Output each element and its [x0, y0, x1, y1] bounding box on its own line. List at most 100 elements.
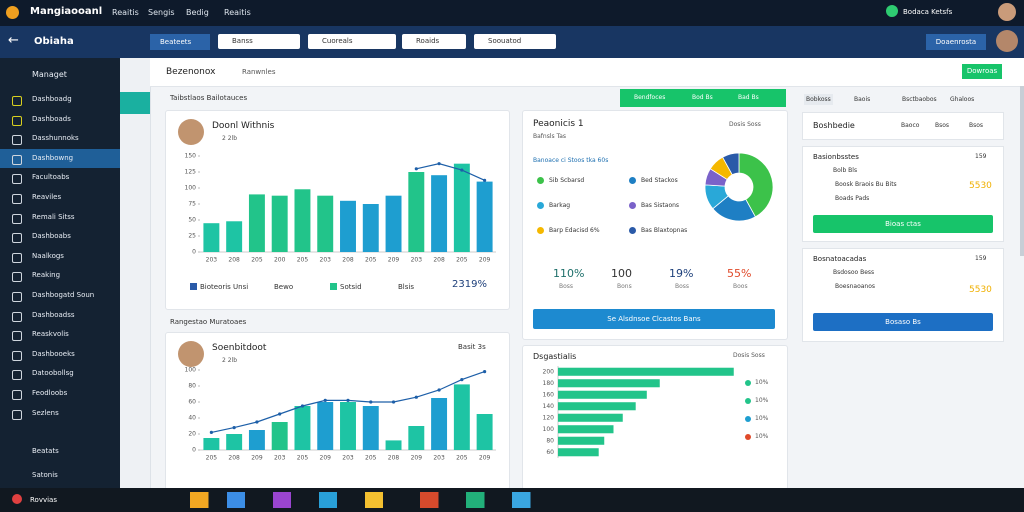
legend-label: Sib Scbarsd: [549, 177, 585, 184]
legend-dot: [537, 202, 544, 209]
sidebar-item[interactable]: Feodloobs: [32, 389, 68, 397]
tab[interactable]: Baois: [854, 96, 871, 103]
count: 159: [975, 153, 987, 160]
header-tab[interactable]: Bsos: [969, 122, 984, 129]
avatar[interactable]: [998, 3, 1016, 21]
row: Bolb Bls: [833, 167, 858, 174]
card-button[interactable]: Bosaso Bs: [813, 313, 993, 331]
dropdown[interactable]: Roaids: [402, 34, 466, 49]
card: Doonl Withnis 2 2lb Bioteoris Unsi Bewo …: [165, 110, 510, 310]
sidebar-item[interactable]: Facultoabs: [32, 173, 70, 182]
stat-label: Boss: [675, 283, 690, 290]
sidebar-item[interactable]: Reaskvolis: [32, 330, 69, 339]
tab[interactable]: Bobkoss: [804, 94, 833, 105]
sub-button[interactable]: Beateets: [150, 34, 210, 50]
sidebar-item[interactable]: Remali Sitss: [32, 212, 75, 221]
y-tick-label: 0: [192, 249, 196, 256]
sidebar-item[interactable]: Sezlens: [32, 408, 59, 417]
stat-label: Boss: [559, 283, 574, 290]
dropdown[interactable]: Soouatod: [474, 34, 556, 49]
card-button[interactable]: Se Alsdnsoe Clcastos Bans: [533, 309, 775, 329]
x-tick-label: 205: [456, 455, 468, 462]
bar: [317, 402, 334, 450]
tab[interactable]: Ghaloos: [950, 96, 975, 103]
card-menu[interactable]: Dosis Soss: [729, 121, 761, 128]
sidebar-item[interactable]: Dashboadss: [32, 310, 75, 319]
legend-label: 10%: [755, 379, 769, 386]
back-arrow[interactable]: ←: [8, 33, 19, 48]
card-menu[interactable]: Dosis Soss: [733, 352, 765, 359]
toolbar-button[interactable]: Dowroas: [962, 64, 1002, 79]
menu-item[interactable]: Sengis: [148, 8, 175, 17]
dropdown[interactable]: Banss: [218, 34, 300, 49]
scrollbar[interactable]: [1020, 86, 1024, 256]
chart: 0 25 50 75 100 125 150 203 208 205 200 205 203 208 205…: [185, 153, 496, 264]
sidebar-item[interactable]: Dashbogatd Soun: [32, 291, 95, 299]
sidebar-icon: [12, 96, 22, 106]
sidebar-item[interactable]: Dashbowng: [0, 148, 120, 168]
bar: [362, 406, 379, 450]
row: Bsdosoo Bess: [833, 269, 875, 276]
x-tick-label: 208: [228, 455, 240, 462]
y-tick-label: 0: [192, 447, 196, 454]
bar: [271, 195, 288, 252]
slice: [738, 152, 774, 218]
x-tick-label: 203: [433, 455, 445, 462]
bar: [431, 398, 448, 450]
sidebar-item[interactable]: Dashbooeks: [32, 349, 75, 358]
x-tick-label: 205: [297, 257, 309, 264]
line: [416, 163, 485, 181]
legend-dot: [629, 227, 636, 234]
sidebar-item[interactable]: Dasshunnoks: [32, 134, 79, 143]
card-button[interactable]: Bioas ctas: [813, 215, 993, 233]
menu-item[interactable]: Bedig: [186, 8, 209, 17]
header-tab[interactable]: Bsos: [935, 122, 950, 129]
card: Basionbsstes 159 Bolb Bls Boosk Braois Bu B…: [802, 146, 1004, 242]
sidebar-item[interactable]: Dashboads: [32, 114, 71, 123]
dropdown[interactable]: Cuoreals: [308, 34, 396, 49]
sidebar-item[interactable]: Satonis: [32, 471, 58, 479]
count: 159: [975, 255, 987, 262]
sidebar-item[interactable]: Reaviles: [32, 193, 62, 201]
avatar[interactable]: [996, 30, 1018, 52]
y-tick-label: 75: [188, 201, 196, 208]
tag-bar: Bendfoces Bod Bs Bad Bs: [620, 89, 786, 107]
menu-item[interactable]: Reaitis: [224, 8, 251, 17]
sidebar-item[interactable]: Dashboabs: [32, 232, 71, 241]
sidebar-icon: [12, 331, 22, 342]
sidebar-item[interactable]: Dashboadg: [32, 95, 72, 103]
x-tick-label: 209: [388, 257, 400, 264]
tab[interactable]: Bsctbaobos: [902, 96, 937, 103]
sub-bar: ← Obiaha Beateets Doaenrosta: [0, 26, 1024, 58]
tag[interactable]: Basit 3s: [458, 343, 486, 351]
bar: [453, 163, 470, 252]
row: Boads Pads: [835, 195, 870, 202]
y-tick-label: 60: [188, 399, 196, 406]
header-tab[interactable]: Baoco: [901, 122, 920, 129]
action-button[interactable]: Doaenrosta: [926, 34, 986, 50]
sidebar-item[interactable]: Datoobollsg: [32, 369, 74, 378]
sidebar-icon: [12, 154, 22, 165]
y-tick-label: 80: [188, 383, 196, 390]
sidebar-item[interactable]: Naalkogs: [32, 251, 64, 260]
sidebar-item[interactable]: Reaking: [32, 271, 61, 280]
taskbar-apps[interactable]: [190, 492, 650, 508]
rail-active[interactable]: [120, 92, 150, 114]
legend-label: 10%: [755, 397, 769, 404]
bar: [203, 223, 220, 252]
chart: [704, 152, 774, 222]
bar: [558, 367, 734, 376]
line-point: [460, 378, 464, 382]
x-tick-label: 205: [297, 455, 309, 462]
start-icon[interactable]: [12, 494, 22, 504]
stat-value: 110%: [553, 267, 585, 280]
menu-item[interactable]: Reaitis: [112, 8, 139, 17]
bar: [271, 422, 288, 450]
legend-swatch: [190, 283, 197, 290]
sidebar-icon: [12, 194, 22, 204]
x-tick-label: 209: [479, 257, 491, 264]
sidebar-item[interactable]: Beatats: [32, 447, 59, 455]
filter[interactable]: Ranwnles: [242, 68, 276, 76]
line-point: [391, 400, 396, 404]
